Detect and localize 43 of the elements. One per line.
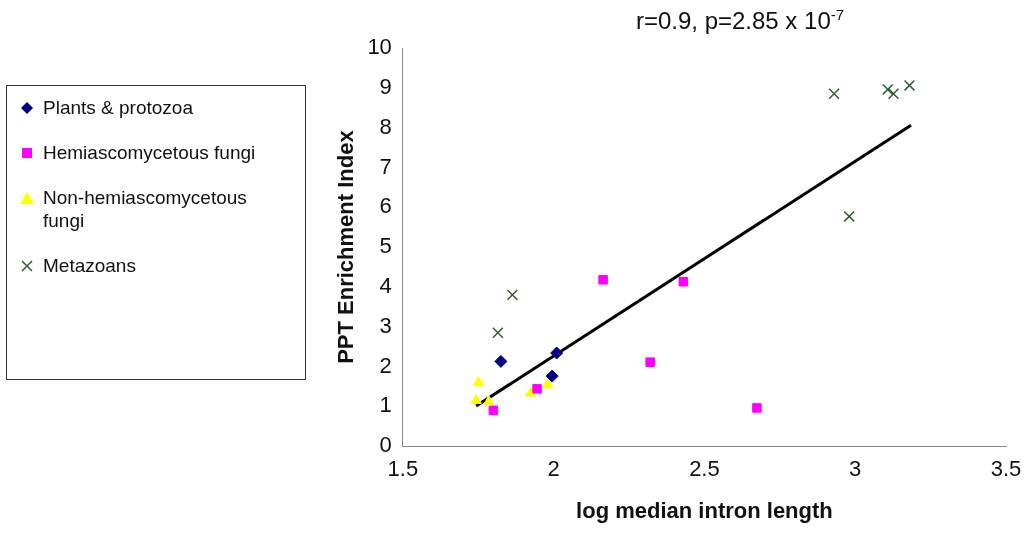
y-tick-label: 0 (379, 432, 392, 458)
point (678, 277, 689, 287)
point (545, 369, 559, 383)
x-axis-title: log median intron length (576, 497, 833, 523)
y-tick-label: 7 (379, 153, 392, 179)
y-tick-label: 8 (379, 113, 392, 139)
point (903, 79, 916, 92)
point (532, 384, 542, 394)
point (488, 405, 499, 416)
point (472, 375, 485, 386)
y-tick-label: 3 (379, 312, 392, 338)
y-tick-label: 10 (367, 34, 392, 60)
y-axis-title: PPT Enrichment Index (333, 129, 359, 364)
x-tick-label: 2 (547, 456, 560, 482)
y-tick-label: 4 (379, 272, 392, 298)
legend-label: Plants & protozoa (43, 96, 193, 119)
point (506, 289, 519, 301)
point (645, 357, 655, 367)
point (483, 395, 495, 406)
y-tick-label: 9 (379, 73, 392, 99)
y-tick-label: 1 (379, 392, 392, 418)
x-tick-label: 3 (849, 456, 862, 482)
point (752, 403, 762, 413)
x-tick-label: 2.5 (689, 456, 720, 482)
point (492, 327, 504, 339)
legend-label: Metazoans (43, 254, 136, 277)
x-tick-label: 1.5 (387, 456, 419, 482)
point (887, 88, 900, 100)
legend-label: Hemiascomycetous fungi (43, 141, 256, 164)
point (494, 354, 508, 368)
point (828, 88, 840, 100)
point (882, 83, 894, 96)
point (550, 346, 564, 360)
point (541, 378, 554, 389)
point (843, 210, 855, 223)
y-tick-label: 6 (379, 193, 392, 219)
y-tick-label: 5 (379, 233, 392, 259)
x-tick-label: 3.5 (990, 456, 1022, 482)
legend-label: Non-hemiascomycetous fungi (43, 186, 248, 232)
chart-title: r=0.9, p=2.85 x 10$^{-7}$ (634, 6, 846, 35)
point (598, 275, 608, 285)
point (470, 393, 482, 404)
y-tick-label: 2 (379, 352, 392, 378)
